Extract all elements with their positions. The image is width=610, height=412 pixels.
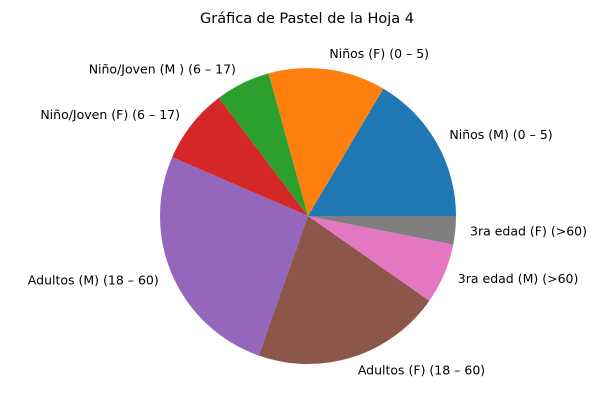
pie-slice <box>308 88 456 216</box>
pie-slice <box>308 216 456 245</box>
pie-slice <box>308 216 454 301</box>
chart-title: Gráfica de Pastel de la Hoja 4 <box>200 11 414 27</box>
slice-label: Niño/Joven (M ) (6 – 17) <box>89 62 236 77</box>
pie-slice <box>172 97 308 216</box>
slice-label: 3ra edad (F) (>60) <box>470 223 587 238</box>
slice-label: Adultos (F) (18 – 60) <box>358 362 485 377</box>
pie-slice <box>159 157 308 356</box>
pie-slices <box>159 68 456 364</box>
slice-label: Niño/Joven (F) (6 – 17) <box>40 107 180 122</box>
slice-label: Adultos (M) (18 – 60) <box>28 273 159 288</box>
slice-label: Niños (M) (0 – 5) <box>449 127 552 142</box>
slice-label: 3ra edad (M) (>60) <box>458 271 579 286</box>
pie-slice <box>218 73 308 217</box>
slice-labels: Niños (M) (0 – 5) Niños (F) (0 – 5) Niño/J… <box>28 46 587 377</box>
pie-slice <box>258 216 430 364</box>
pie-slice <box>268 68 384 216</box>
slice-label: Niños (F) (0 – 5) <box>329 46 429 61</box>
